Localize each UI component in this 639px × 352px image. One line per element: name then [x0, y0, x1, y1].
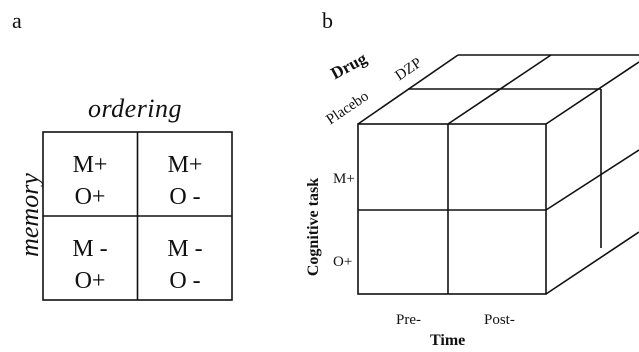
right-task-divider — [545, 149, 639, 211]
cell-1-2-line2: O - — [169, 184, 201, 210]
ordering-header: ordering — [88, 94, 183, 123]
design-cube — [357, 54, 639, 295]
cube-front-face — [357, 123, 547, 295]
time-level-pre: Pre- — [396, 312, 421, 328]
cell-2-2-line1: M - — [167, 236, 203, 262]
cell-1-1-line1: M+ — [72, 152, 108, 178]
cell-2-2-line2: O - — [169, 268, 201, 294]
panel-a-label: a — [12, 8, 22, 33]
right-bottom-edge — [545, 231, 639, 295]
top-right-edge — [545, 61, 639, 125]
task-level-o-plus: O+ — [333, 254, 353, 270]
cell-2-1-line1: M - — [72, 236, 108, 262]
cell-2-1-line2: O+ — [74, 268, 106, 294]
time-level-post: Post- — [484, 312, 515, 328]
task-axis-title: Cognitive task — [305, 177, 322, 277]
cell-1-2-line1: M+ — [167, 152, 203, 178]
time-axis-title: Time — [430, 332, 466, 349]
panel-b-label: b — [322, 8, 333, 33]
task-level-m-plus: M+ — [333, 171, 355, 187]
memory-ordering-grid — [42, 131, 233, 301]
cell-1-1-line2: O+ — [74, 184, 106, 210]
